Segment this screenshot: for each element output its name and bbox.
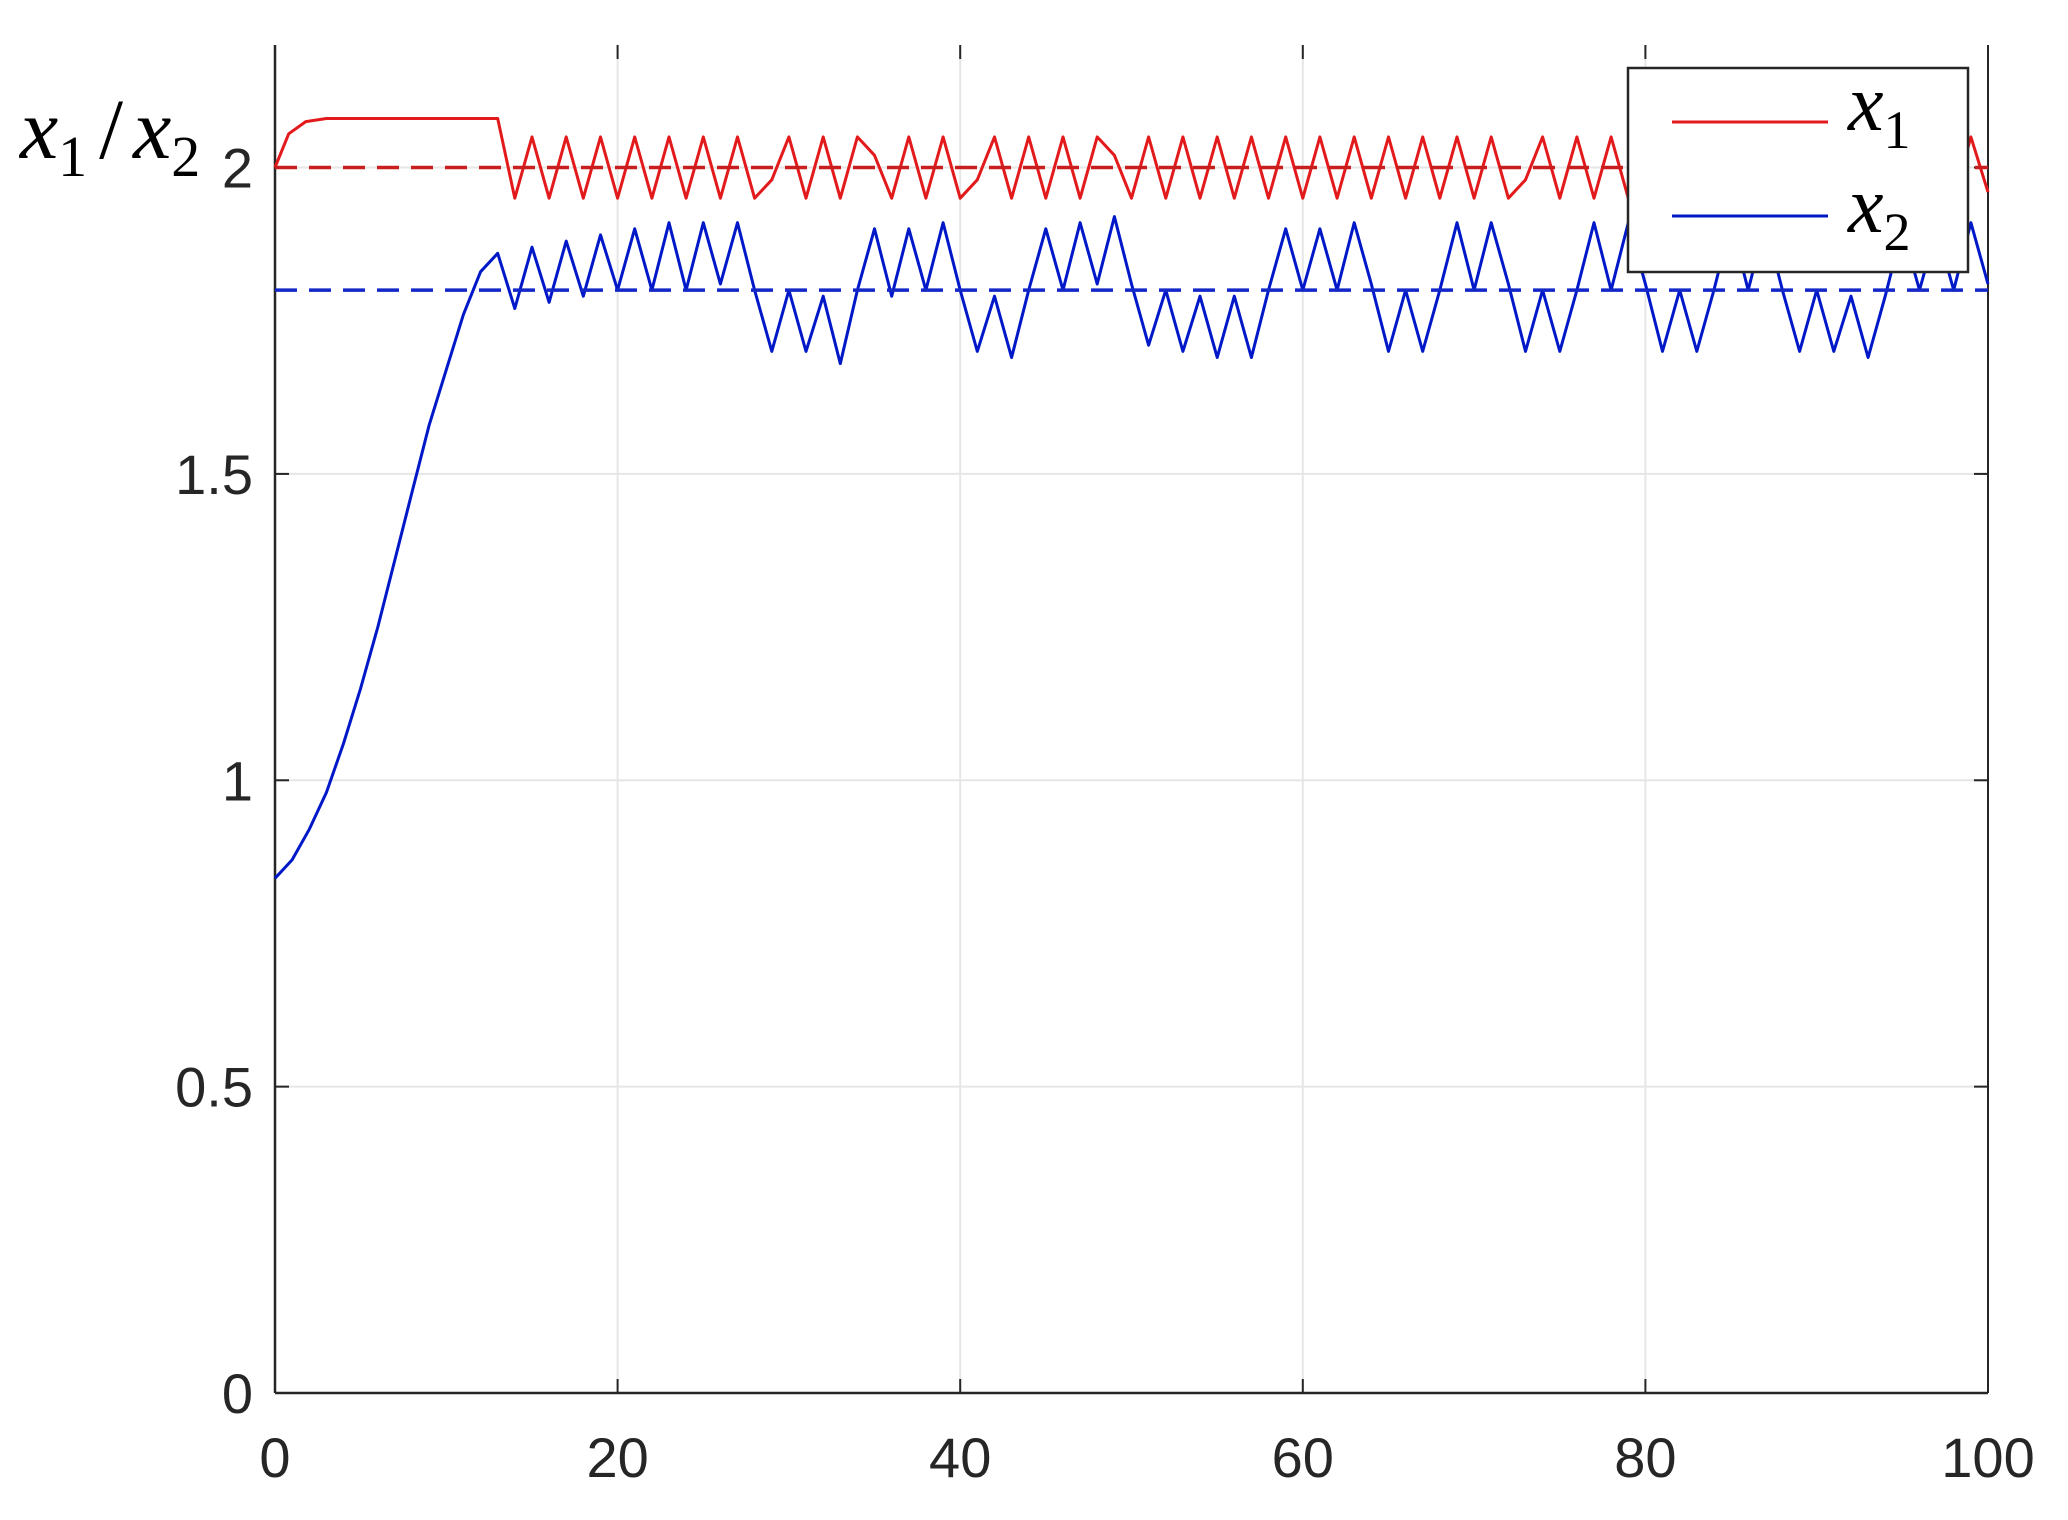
x-tick-label: 60 — [1272, 1426, 1334, 1489]
x-tick-label: 100 — [1941, 1426, 2034, 1489]
y-axis-label: x1/x2 — [18, 81, 200, 189]
x-tick-label: 20 — [586, 1426, 648, 1489]
legend: x1 x2 — [1626, 60, 1970, 274]
legend-label-x2: x2 — [1847, 162, 1911, 262]
x-tick-label: 40 — [929, 1426, 991, 1489]
axes — [273, 45, 1989, 1395]
y-tick-label: 2 — [222, 137, 253, 200]
x-tick-label: 0 — [259, 1426, 290, 1489]
y-tick-label: 0 — [222, 1362, 253, 1425]
y-tick-label: 1.5 — [175, 443, 253, 506]
tick-labels: 0 20 40 60 80 100 0 0.5 1 1.5 2 — [175, 137, 2035, 1489]
y-tick-label: 0.5 — [175, 1056, 253, 1119]
series-line-x2 — [273, 215, 1990, 880]
y-tick-label: 1 — [222, 749, 253, 812]
x-tick-label: 80 — [1614, 1426, 1676, 1489]
legend-label-x1: x1 — [1847, 60, 1911, 160]
legend-box — [1626, 66, 1970, 274]
